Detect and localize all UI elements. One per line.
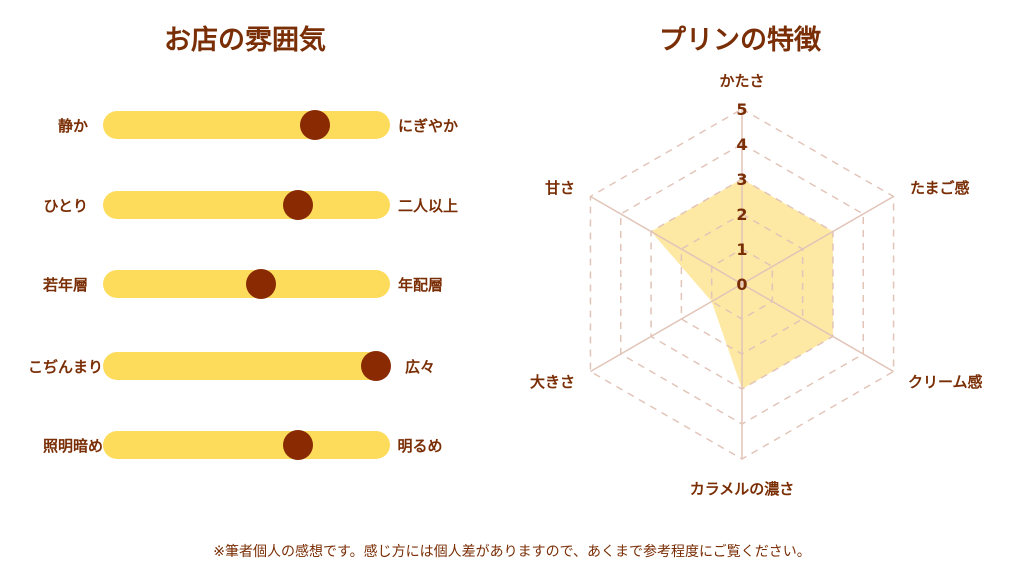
slider-right-label: 広々 [404,357,435,376]
slider-track [103,351,391,381]
slider-left-label: 若年層 [42,275,88,294]
radar-spoke [590,283,743,373]
radar-axis-label: カラメルの濃さ [690,480,795,498]
radar-tick-label: 0 [736,275,747,294]
radar-tick-label: 2 [736,205,747,224]
radar-tick-label: 3 [736,170,747,189]
radar-axis-label: 大きさ [530,373,575,391]
slider-track [103,110,390,140]
slider-row-young-old: 若年層 年配層 [0,264,500,304]
radar-tick-label: 1 [736,240,747,259]
slider-row-alone-group: ひとり 二人以上 [0,185,500,225]
slider-row-dim-bright: 照明暗め 明るめ [0,425,500,465]
slider-row-cozy-spacious: こぢんまり 広々 [0,346,500,386]
slider-left-label: こぢんまり [27,357,103,376]
radar-axis-label: かたさ [719,72,764,90]
radar-spoke [741,195,894,285]
slider-knob [245,269,276,299]
slider-track [103,190,390,220]
radar-tick-label: 4 [736,135,747,154]
radar-spoke [590,195,743,285]
footnote: ※筆者個人の感想です。感じ方には個人差がありますので、あくまで参考程度にご覧くだ… [213,544,811,560]
atmosphere-title: お店の雰囲気 [164,25,326,56]
radar-axis-label: たまご感 [910,179,970,197]
radar-tick-label: 5 [736,100,747,119]
slider-knob [360,351,391,381]
radar-axis-label: 甘さ [545,179,575,197]
slider-row-quiet-lively: 静か にぎやか [0,105,500,145]
slider-right-label: 二人以上 [398,196,459,215]
slider-right-label: にぎやか [398,116,459,135]
slider-knob [300,110,331,140]
slider-track [103,430,390,460]
slider-left-label: 照明暗め [42,436,103,455]
slider-left-label: 静か [57,116,88,135]
slider-right-label: 年配層 [398,275,444,294]
slider-knob [283,190,314,220]
slider-knob [283,430,314,460]
radar-spoke [741,283,894,373]
radar-axis-label: クリーム感 [908,373,983,391]
slider-track [103,269,390,299]
slider-right-label: 明るめ [397,436,443,455]
slider-left-label: ひとり [43,196,88,215]
pudding-features-title: プリンの特徴 [659,25,821,56]
